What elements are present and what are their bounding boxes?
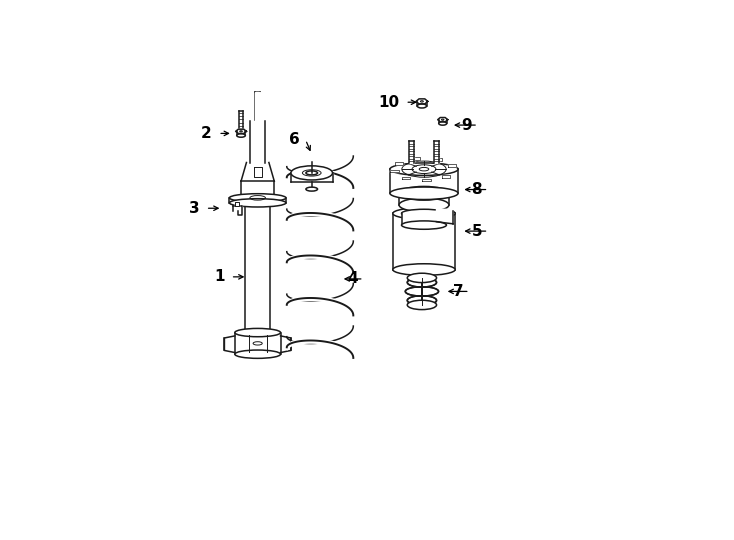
Ellipse shape bbox=[390, 163, 458, 176]
Polygon shape bbox=[437, 210, 453, 224]
Ellipse shape bbox=[230, 199, 286, 207]
Polygon shape bbox=[245, 203, 270, 329]
Polygon shape bbox=[390, 170, 399, 172]
Polygon shape bbox=[233, 206, 242, 215]
Ellipse shape bbox=[417, 104, 426, 108]
Ellipse shape bbox=[407, 278, 437, 287]
Polygon shape bbox=[235, 333, 280, 354]
Polygon shape bbox=[239, 111, 243, 131]
Polygon shape bbox=[435, 141, 438, 163]
Ellipse shape bbox=[401, 210, 446, 218]
Text: 9: 9 bbox=[461, 118, 472, 133]
Text: 4: 4 bbox=[347, 272, 357, 286]
Ellipse shape bbox=[393, 207, 455, 219]
Polygon shape bbox=[442, 176, 450, 178]
Text: 6: 6 bbox=[288, 132, 299, 147]
Polygon shape bbox=[225, 336, 235, 353]
Ellipse shape bbox=[235, 328, 280, 337]
Text: 2: 2 bbox=[201, 126, 212, 141]
Polygon shape bbox=[395, 162, 403, 165]
Polygon shape bbox=[255, 92, 260, 121]
Polygon shape bbox=[253, 167, 262, 177]
Polygon shape bbox=[423, 179, 431, 181]
Polygon shape bbox=[410, 141, 413, 163]
Ellipse shape bbox=[399, 186, 449, 200]
Ellipse shape bbox=[393, 264, 455, 275]
Ellipse shape bbox=[407, 300, 437, 309]
Text: 1: 1 bbox=[214, 269, 225, 285]
Ellipse shape bbox=[401, 221, 446, 230]
Polygon shape bbox=[399, 193, 449, 205]
Polygon shape bbox=[448, 164, 457, 167]
Ellipse shape bbox=[399, 198, 449, 212]
Polygon shape bbox=[401, 213, 446, 225]
Text: 7: 7 bbox=[453, 284, 463, 299]
Ellipse shape bbox=[291, 166, 333, 180]
Polygon shape bbox=[434, 158, 442, 161]
Polygon shape bbox=[437, 118, 448, 122]
Ellipse shape bbox=[407, 296, 437, 305]
Polygon shape bbox=[241, 163, 275, 181]
Polygon shape bbox=[235, 201, 239, 206]
Ellipse shape bbox=[306, 187, 318, 191]
Polygon shape bbox=[416, 99, 428, 104]
Polygon shape bbox=[291, 173, 333, 182]
Polygon shape bbox=[230, 198, 286, 203]
Text: 10: 10 bbox=[378, 94, 399, 110]
Text: 3: 3 bbox=[189, 201, 200, 216]
Text: 5: 5 bbox=[471, 224, 482, 239]
Polygon shape bbox=[250, 121, 265, 163]
Text: 8: 8 bbox=[471, 182, 482, 197]
Polygon shape bbox=[237, 131, 245, 136]
Ellipse shape bbox=[407, 273, 437, 282]
Ellipse shape bbox=[230, 194, 286, 202]
Polygon shape bbox=[417, 102, 426, 106]
Polygon shape bbox=[393, 213, 455, 269]
Polygon shape bbox=[236, 129, 247, 133]
Polygon shape bbox=[401, 177, 410, 179]
Ellipse shape bbox=[235, 350, 280, 359]
Polygon shape bbox=[412, 157, 421, 160]
Polygon shape bbox=[390, 169, 458, 193]
Ellipse shape bbox=[237, 134, 245, 137]
Polygon shape bbox=[280, 336, 291, 353]
Polygon shape bbox=[439, 120, 447, 124]
Ellipse shape bbox=[306, 171, 318, 175]
Ellipse shape bbox=[405, 287, 438, 296]
Ellipse shape bbox=[390, 187, 458, 199]
Polygon shape bbox=[241, 181, 275, 198]
Ellipse shape bbox=[439, 122, 447, 125]
